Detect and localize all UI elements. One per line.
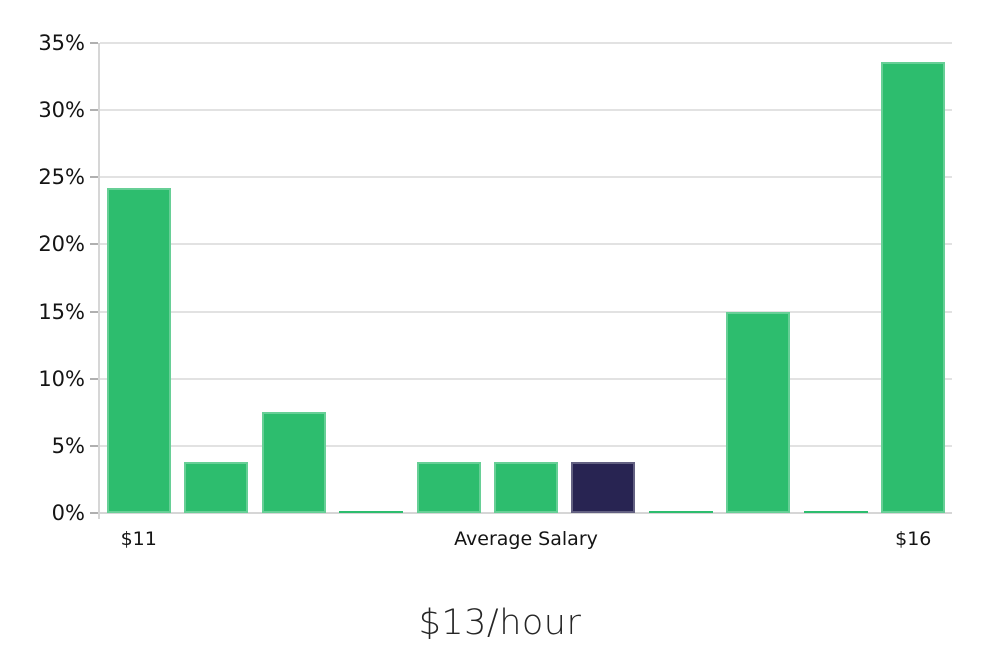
y-axis-tick-label: 15% xyxy=(38,299,85,324)
bar xyxy=(881,62,946,513)
y-axis-tick-mark xyxy=(90,176,98,179)
x-axis-tick-label: $11 xyxy=(120,528,157,550)
gridline xyxy=(100,42,952,44)
bar xyxy=(648,511,713,513)
gridline xyxy=(100,310,952,313)
y-axis-tick-mark xyxy=(90,512,98,514)
bar xyxy=(803,511,868,513)
y-axis-tick-mark xyxy=(90,109,98,112)
average-highlight-bar xyxy=(571,462,636,513)
gridline xyxy=(100,176,952,179)
bar xyxy=(416,462,481,513)
x-axis-tick-label: Average Salary xyxy=(454,528,598,550)
y-axis-tick-mark xyxy=(90,377,98,380)
gridline xyxy=(100,109,952,112)
y-axis-line xyxy=(98,43,100,519)
gridline xyxy=(100,377,952,380)
y-axis-tick-label: 10% xyxy=(38,366,85,391)
chart-title: $13/hour xyxy=(418,603,582,643)
y-axis-tick-mark xyxy=(90,243,98,246)
gridline xyxy=(100,444,952,447)
y-axis-tick-label: 20% xyxy=(38,232,85,257)
x-axis-tick-label: $16 xyxy=(895,528,932,550)
bar xyxy=(339,511,404,513)
plot-area: 0% 5% 10% 15% 20% 25% 30% 35% xyxy=(38,31,952,525)
bar xyxy=(106,188,171,513)
bar xyxy=(494,462,558,513)
gridline xyxy=(100,243,952,246)
y-axis-tick-label: 25% xyxy=(38,165,85,190)
bar xyxy=(726,312,791,513)
x-axis-line xyxy=(100,512,952,514)
y-axis-tick-mark xyxy=(90,444,98,447)
y-axis-tick-mark xyxy=(90,310,98,313)
y-axis-tick-label: 5% xyxy=(51,433,85,458)
bar xyxy=(261,412,326,513)
bar xyxy=(184,462,249,513)
y-axis-tick-mark xyxy=(90,42,98,44)
y-axis-tick-label: 0% xyxy=(51,501,85,525)
y-axis-tick-label: 35% xyxy=(38,31,85,55)
y-axis-tick-label: 30% xyxy=(38,98,85,123)
